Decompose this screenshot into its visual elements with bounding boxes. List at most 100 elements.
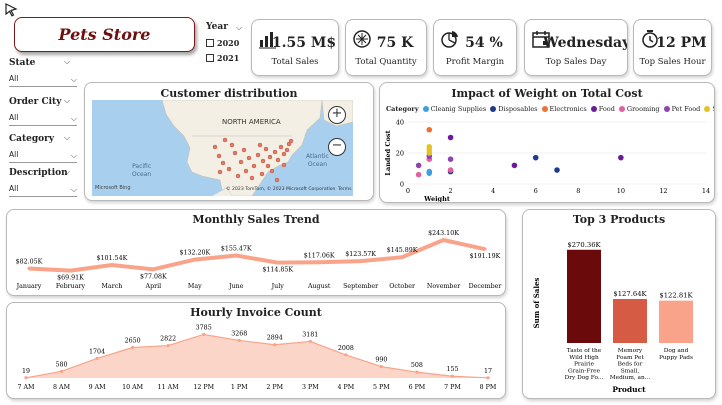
data-point[interactable] xyxy=(24,376,28,380)
x-tick-label: 7 AM xyxy=(17,384,35,391)
checkbox-icon[interactable] xyxy=(206,39,214,47)
scatter-point[interactable] xyxy=(554,167,560,173)
checkbox-icon[interactable] xyxy=(206,54,214,62)
chevron-down-icon[interactable]: ⌵ xyxy=(70,185,77,194)
chevron-down-icon[interactable]: ⌵ xyxy=(70,151,77,160)
data-point[interactable] xyxy=(415,370,419,374)
description-dropdown[interactable]: All ⌵ xyxy=(9,183,77,197)
data-label: 2650 xyxy=(125,338,141,345)
x-tick-label: 4 xyxy=(491,187,495,195)
y-axis-label: Landed Cost xyxy=(384,130,392,175)
data-point[interactable] xyxy=(237,338,241,343)
data-point[interactable] xyxy=(59,369,64,373)
x-tick-label: 1 PM xyxy=(231,384,248,391)
cursor-arrow-icon xyxy=(5,3,18,17)
chevron-down-icon[interactable]: ⌵ xyxy=(64,133,71,142)
data-point[interactable] xyxy=(317,260,321,264)
data-point[interactable] xyxy=(202,332,206,337)
scatter-point[interactable] xyxy=(426,144,433,150)
x-tick-label: March xyxy=(102,283,123,290)
data-label: 19 xyxy=(22,368,30,375)
map-terms-link[interactable]: Terms xyxy=(338,187,352,192)
scatter-point[interactable] xyxy=(511,162,518,169)
x-tick-label: Dog and Puppy Pads xyxy=(659,348,693,361)
chevron-down-icon[interactable]: ⌵ xyxy=(64,167,71,176)
legend-entry: Electronics xyxy=(549,105,587,113)
data-point[interactable] xyxy=(234,253,238,258)
customer-map[interactable]: NORTH AMERICA Pacific Ocean Atlantic Oce… xyxy=(92,100,353,196)
data-point[interactable] xyxy=(483,247,487,251)
state-dropdown[interactable]: All ⌵ xyxy=(9,73,77,87)
data-label: $82.05K xyxy=(16,258,43,265)
x-tick-label: 6 xyxy=(534,187,538,195)
chevron-down-icon[interactable]: ⌵ xyxy=(64,96,71,105)
data-point[interactable] xyxy=(344,353,348,357)
data-point[interactable] xyxy=(151,267,155,271)
zoom-in-button[interactable]: + xyxy=(328,106,346,124)
monthly-sales-trend-card: Monthly Sales Trend $82.05K January $69.91… xyxy=(6,209,506,296)
data-point[interactable] xyxy=(273,343,277,347)
chevron-down-icon[interactable]: ⌵ xyxy=(236,23,243,32)
legend-marker-icon xyxy=(618,106,625,112)
year-option-2021[interactable]: 2021 xyxy=(206,53,239,63)
boxes-icon xyxy=(353,30,371,48)
scatter-point[interactable] xyxy=(532,154,539,161)
data-point[interactable] xyxy=(276,261,280,265)
description-slicer-label: Description xyxy=(9,168,68,178)
data-point[interactable] xyxy=(166,343,170,348)
data-point[interactable] xyxy=(27,266,31,271)
year-option-2020[interactable]: 2020 xyxy=(206,38,239,48)
map-land xyxy=(161,100,353,196)
x-tick-label: February xyxy=(56,283,86,290)
bar[interactable] xyxy=(613,298,647,343)
chevron-down-icon[interactable]: ⌵ xyxy=(70,75,77,84)
hourly-invoice-count-card: Hourly Invoice Count 19 7 AM 580 8 AM 1704 9 … xyxy=(6,302,506,399)
kpi-value: 75 K xyxy=(376,35,414,51)
scatter-point[interactable] xyxy=(415,171,422,178)
clock-icon xyxy=(642,30,658,48)
kpi-label: Top Sales Hour xyxy=(639,57,706,67)
data-point[interactable] xyxy=(359,259,363,263)
x-tick-label: 0 xyxy=(406,187,410,195)
scatter-point[interactable] xyxy=(415,162,422,169)
x-tick-label: April xyxy=(145,283,162,290)
x-axis-label: Product xyxy=(612,385,646,394)
bar[interactable] xyxy=(567,249,601,343)
data-point[interactable] xyxy=(110,263,114,267)
scatter-point[interactable] xyxy=(426,168,433,175)
data-point[interactable] xyxy=(441,238,446,242)
data-point[interactable] xyxy=(379,365,383,369)
data-label: $101.54K xyxy=(97,255,128,262)
data-label: $270.36K xyxy=(567,241,601,249)
top-products-title: Top 3 Products xyxy=(572,213,666,226)
order-city-dropdown[interactable]: All ⌵ xyxy=(9,112,77,126)
scatter-legend: Category Cleanig Supplies Disposables Elect… xyxy=(386,105,714,113)
x-tick-label: June xyxy=(228,283,244,290)
data-point[interactable] xyxy=(131,345,135,350)
hourly-area-chart: 19 7 AM 580 8 AM 1704 9 AM 2650 10 AM 2822 11 AM 3… xyxy=(17,324,496,391)
data-point[interactable] xyxy=(400,255,404,259)
data-point[interactable] xyxy=(95,356,99,361)
scatter-point[interactable] xyxy=(426,126,433,133)
category-dropdown[interactable]: All ⌵ xyxy=(9,149,77,163)
top-products-bar-chart: $270.36K Taste of the Wild High Prairie Grai… xyxy=(532,241,694,394)
legend-marker-icon xyxy=(704,106,711,112)
scatter-point[interactable] xyxy=(618,154,624,161)
bar[interactable] xyxy=(659,300,693,343)
data-point[interactable] xyxy=(450,374,455,378)
data-point[interactable] xyxy=(68,269,73,273)
data-label: 508 xyxy=(411,362,423,369)
data-point[interactable] xyxy=(486,376,490,380)
kpi-label: Total Sales xyxy=(271,57,319,67)
data-point[interactable] xyxy=(308,339,312,344)
kpi-label: Profit Margin xyxy=(445,57,505,67)
scatter-point[interactable] xyxy=(447,167,454,173)
data-point[interactable] xyxy=(193,258,197,262)
x-tick-label: 8 xyxy=(576,187,580,195)
chevron-down-icon[interactable]: ⌵ xyxy=(64,57,71,66)
chevron-down-icon[interactable]: ⌵ xyxy=(70,114,77,123)
scatter-point[interactable] xyxy=(447,134,454,141)
zoom-out-button[interactable]: − xyxy=(328,138,346,156)
kpi-total-sales: 1.55 M$ Total Sales xyxy=(251,19,339,76)
scatter-point[interactable] xyxy=(447,156,454,162)
